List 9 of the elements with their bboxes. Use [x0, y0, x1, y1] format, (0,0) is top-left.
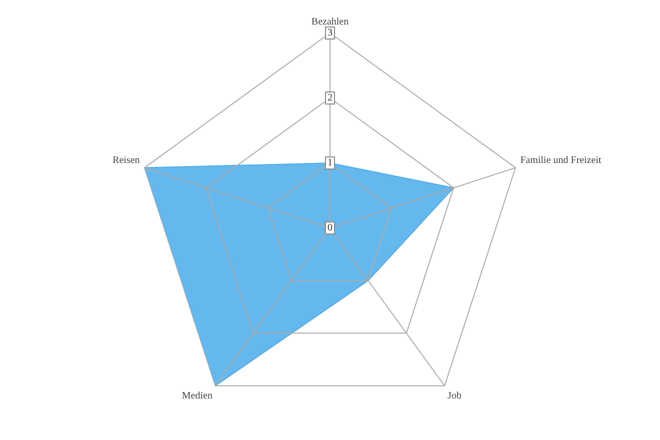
spoke-label: Reisen [112, 154, 140, 166]
y-tick-label: 0 [328, 222, 332, 234]
spoke-label: Bezahlen [311, 16, 349, 28]
y-tick-label: 3 [328, 28, 332, 39]
spoke-label: Job [448, 390, 462, 402]
y-tick-label: 1 [328, 158, 332, 169]
spoke-label: Familie und Freizeit [520, 154, 602, 166]
y-tick-label: 2 [328, 92, 332, 104]
spoke-label: Medien [182, 390, 212, 402]
